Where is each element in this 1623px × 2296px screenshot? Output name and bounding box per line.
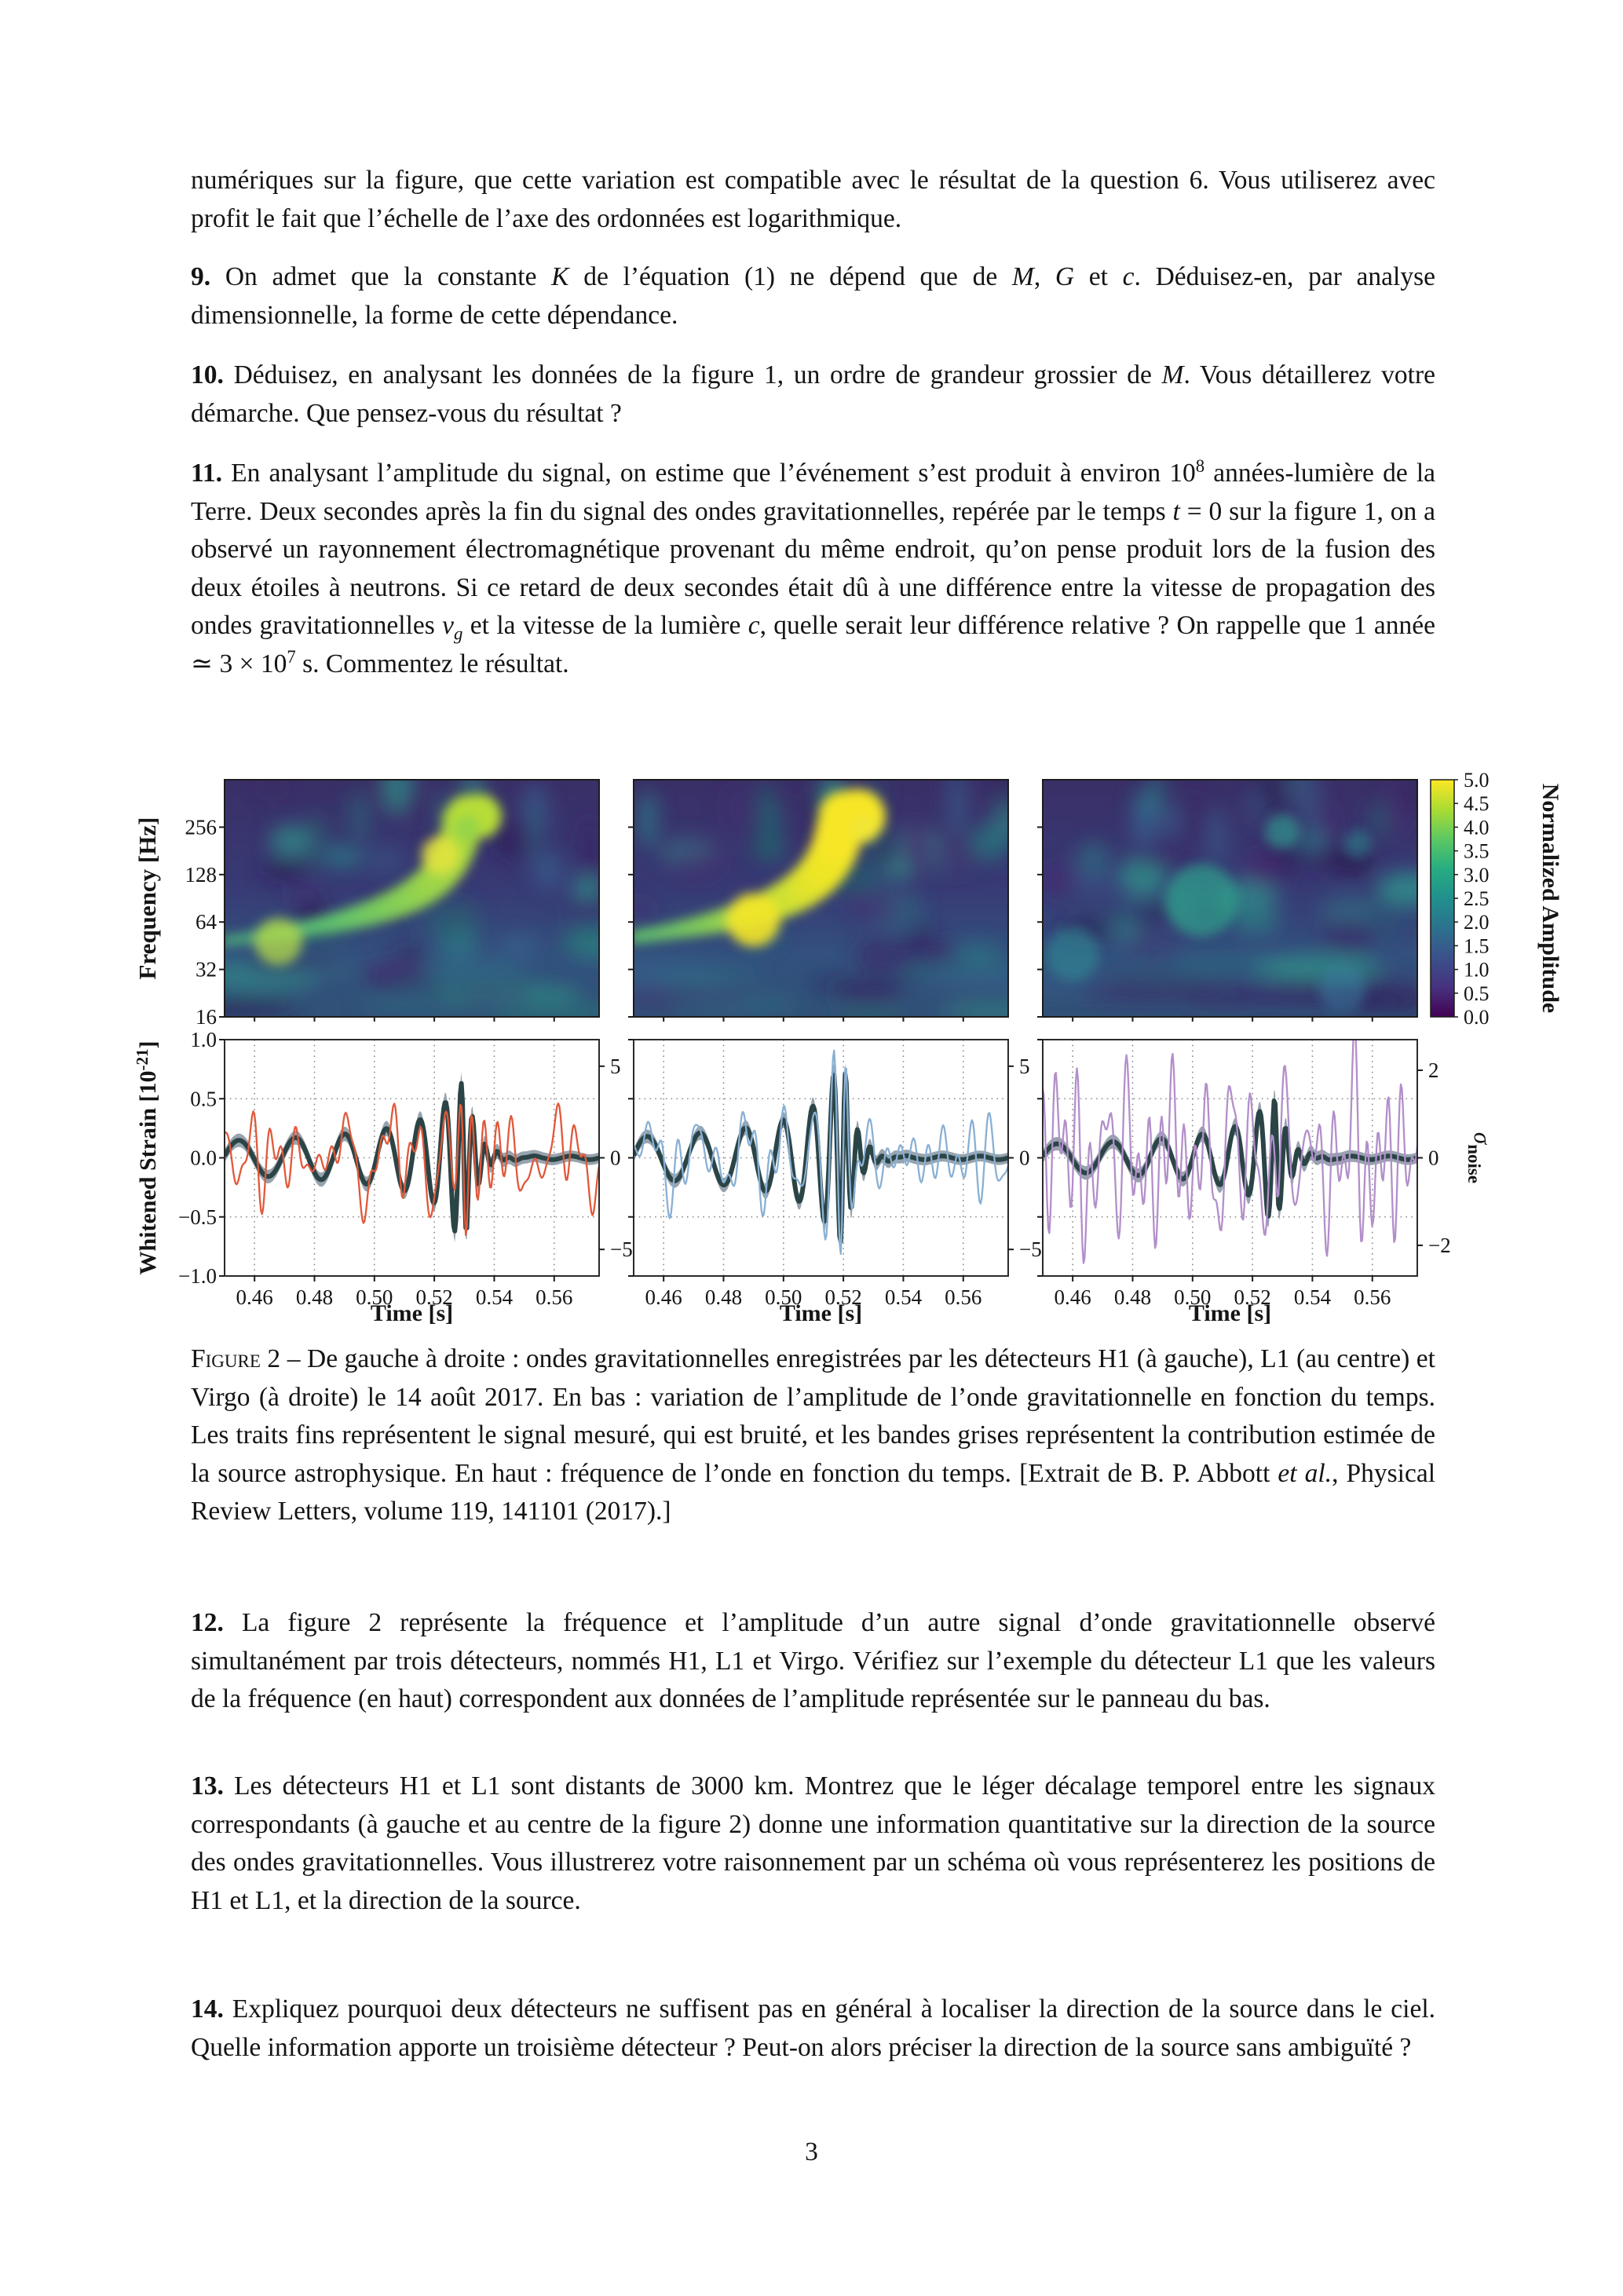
colorbar-tick-label: 0.5 bbox=[1464, 982, 1490, 1005]
time-tick-label: 0.56 bbox=[536, 1285, 572, 1309]
waveform-L1 bbox=[628, 1039, 1014, 1281]
time-tick-label: 0.52 bbox=[824, 1285, 861, 1309]
strain-tick-label: 0.5 bbox=[190, 1087, 217, 1110]
question-12: 12. La figure 2 représente la fréquence … bbox=[191, 1608, 1435, 1713]
colorbar-tick-label: 4.5 bbox=[1464, 792, 1490, 815]
time-axis-label: Time [s] bbox=[1189, 1300, 1271, 1326]
colorbar-tick-label: 3.0 bbox=[1464, 864, 1490, 887]
colorbar-tick-label: 3.5 bbox=[1464, 840, 1490, 863]
sigma-tick-label: −5 bbox=[1019, 1238, 1042, 1261]
sigma-tick-label: 5 bbox=[610, 1055, 621, 1078]
freq-tick-label: 128 bbox=[185, 863, 217, 887]
time-axis-label: Time [s] bbox=[780, 1300, 862, 1326]
freq-tick-label: 16 bbox=[196, 1005, 217, 1029]
time-tick-label: 0.46 bbox=[645, 1285, 682, 1309]
waveform-Virgo bbox=[1037, 1039, 1423, 1281]
question-10: 10. Déduisez, en analysant les données d… bbox=[191, 360, 1436, 428]
strain-tick-label: 1.0 bbox=[190, 1028, 217, 1051]
colorbar-tick-label: 4.0 bbox=[1464, 816, 1490, 839]
time-tick-label: 0.50 bbox=[356, 1285, 393, 1309]
question-9: 9. On admet que la constante K de l’équa… bbox=[191, 262, 1436, 330]
waveform-H1 bbox=[219, 1039, 605, 1281]
time-tick-label: 0.56 bbox=[945, 1285, 981, 1309]
estimated-signal-Virgo bbox=[1043, 1099, 1417, 1219]
spectrogram-H1 bbox=[225, 780, 599, 1017]
time-tick-label: 0.48 bbox=[1114, 1285, 1151, 1309]
freq-tick-label: 32 bbox=[196, 958, 217, 982]
figure-2-caption: Figure 2 – De gauche à droite : ondes gr… bbox=[191, 1344, 1436, 1526]
sigma-tick-label: −2 bbox=[1428, 1234, 1451, 1257]
colorbar-tick-label: 5.0 bbox=[1464, 769, 1490, 792]
time-tick-label: 0.50 bbox=[765, 1285, 802, 1309]
spectrogram-Virgo bbox=[1043, 780, 1417, 1017]
question-11: 11. En analysant l’amplitude du signal, … bbox=[191, 455, 1436, 678]
time-tick-label: 0.46 bbox=[1055, 1285, 1091, 1309]
strain-tick-label: 0.0 bbox=[190, 1146, 217, 1170]
sigma-tick-label: −5 bbox=[610, 1238, 633, 1261]
spectrogram-L1 bbox=[634, 780, 1008, 1017]
figure-2: 256 128 64 32 16 Frequency [Hz] 5.0 4.5 4.0 3.5 3.… bbox=[0, 746, 1623, 1331]
time-tick-label: 0.54 bbox=[885, 1285, 923, 1309]
question-13: 13. Les détecteurs H1 et L1 sont distant… bbox=[191, 1771, 1436, 1915]
time-tick-label: 0.48 bbox=[296, 1285, 333, 1309]
colorbar-axis-label: Normalized Amplitude bbox=[1537, 784, 1563, 1014]
colorbar bbox=[1430, 779, 1455, 1018]
sigma-tick-label: 0 bbox=[610, 1146, 621, 1170]
colorbar-tick-label: 0.0 bbox=[1464, 1006, 1490, 1029]
time-tick-label: 0.46 bbox=[236, 1285, 273, 1309]
colorbar-tick-label: 2.5 bbox=[1464, 887, 1490, 910]
estimated-signal-H1 bbox=[225, 1080, 599, 1234]
freq-tick-label: 64 bbox=[196, 910, 217, 934]
sigma-tick-label: 5 bbox=[1019, 1055, 1030, 1078]
colorbar-tick-label: 1.0 bbox=[1464, 959, 1490, 982]
time-tick-label: 0.50 bbox=[1174, 1285, 1211, 1309]
measured-signal-L1 bbox=[634, 1049, 1008, 1256]
intro-paragraph: numériques sur la figure, que cette vari… bbox=[191, 166, 1435, 233]
measured-signal-H1 bbox=[225, 1102, 599, 1237]
sigma-tick-label: 0 bbox=[1019, 1146, 1030, 1170]
time-tick-label: 0.56 bbox=[1354, 1285, 1391, 1309]
strain-tick-label: −0.5 bbox=[178, 1205, 217, 1229]
figure-2-plot: 256 128 64 32 16 Frequency [Hz] 5.04.54.03.53.… bbox=[133, 769, 1563, 1326]
colorbar-tick-label: 1.5 bbox=[1464, 934, 1490, 957]
sigma-tick-label: 0 bbox=[1428, 1146, 1439, 1170]
freq-tick-label: 256 bbox=[185, 815, 217, 839]
strain-axis-label: Whitened Strain [10-21] bbox=[133, 1040, 161, 1274]
time-tick-label: 0.52 bbox=[1234, 1285, 1270, 1309]
time-tick-label: 0.54 bbox=[1294, 1285, 1332, 1309]
time-tick-label: 0.48 bbox=[705, 1285, 742, 1309]
strain-tick-label: −1.0 bbox=[178, 1264, 217, 1288]
time-axis-label: Time [s] bbox=[371, 1300, 453, 1326]
page-number: 3 bbox=[805, 2137, 818, 2166]
colorbar-tick-label: 2.0 bbox=[1464, 911, 1490, 934]
sigma-noise-axis-label: σnoise bbox=[1464, 1132, 1497, 1183]
time-tick-label: 0.52 bbox=[415, 1285, 452, 1309]
time-tick-label: 0.54 bbox=[476, 1285, 514, 1309]
measured-signal-Virgo bbox=[1043, 1040, 1417, 1264]
question-14: 14. Expliquez pourquoi deux détecteurs n… bbox=[191, 1994, 1436, 2062]
sigma-tick-label: 2 bbox=[1428, 1058, 1439, 1082]
frequency-axis-label: Frequency [Hz] bbox=[133, 817, 161, 980]
